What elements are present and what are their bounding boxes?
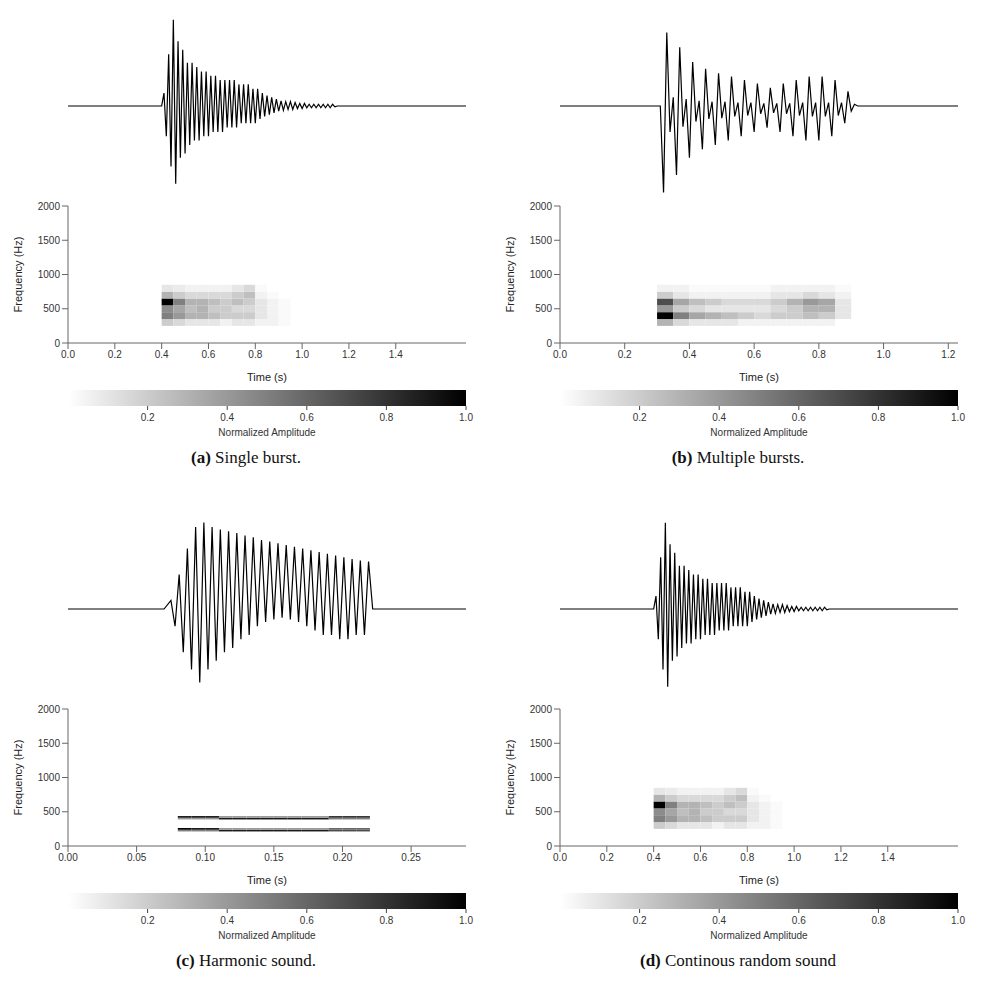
svg-text:0.2: 0.2 [141, 915, 155, 926]
svg-text:0.6: 0.6 [792, 412, 806, 423]
svg-text:1000: 1000 [530, 269, 553, 280]
svg-text:Normalized Amplitude: Normalized Amplitude [218, 427, 316, 438]
svg-text:Normalized Amplitude: Normalized Amplitude [218, 930, 316, 941]
svg-text:0.0: 0.0 [553, 349, 567, 360]
svg-text:0.05: 0.05 [127, 852, 147, 863]
svg-text:1500: 1500 [530, 235, 553, 246]
svg-text:0.0: 0.0 [553, 852, 567, 863]
svg-text:0.00: 0.00 [58, 852, 78, 863]
svg-text:1.2: 1.2 [342, 349, 356, 360]
svg-text:Normalized Amplitude: Normalized Amplitude [710, 427, 808, 438]
svg-text:2000: 2000 [38, 704, 61, 715]
svg-text:1000: 1000 [530, 772, 553, 783]
svg-text:0.6: 0.6 [202, 349, 216, 360]
svg-text:500: 500 [43, 303, 60, 314]
svg-text:0.8: 0.8 [871, 412, 885, 423]
svg-text:0.8: 0.8 [740, 852, 754, 863]
svg-text:1.0: 1.0 [787, 852, 801, 863]
svg-text:500: 500 [535, 303, 552, 314]
svg-text:0: 0 [546, 338, 552, 349]
svg-text:2000: 2000 [530, 201, 553, 212]
svg-text:1.0: 1.0 [951, 412, 965, 423]
svg-text:0.4: 0.4 [220, 412, 234, 423]
svg-text:0: 0 [546, 841, 552, 852]
svg-text:1.0: 1.0 [877, 349, 891, 360]
svg-text:0.0: 0.0 [61, 349, 75, 360]
svg-text:1.0: 1.0 [951, 915, 965, 926]
svg-text:0.20: 0.20 [333, 852, 353, 863]
svg-text:1.0: 1.0 [295, 349, 309, 360]
svg-text:0.6: 0.6 [300, 412, 314, 423]
html-text:(c) Harmonic sound.: (c) Harmonic sound. [175, 951, 317, 970]
svg-text:1500: 1500 [530, 738, 553, 749]
svg-text:0.8: 0.8 [812, 349, 826, 360]
svg-text:Time (s): Time (s) [247, 874, 287, 886]
svg-text:2000: 2000 [530, 704, 553, 715]
svg-text:1000: 1000 [38, 269, 61, 280]
html-text:(b) Multiple bursts.: (b) Multiple bursts. [671, 448, 805, 467]
svg-text:Frequency (Hz): Frequency (Hz) [504, 237, 516, 313]
svg-text:Time (s): Time (s) [247, 371, 287, 383]
svg-text:0.4: 0.4 [682, 349, 696, 360]
svg-text:2000: 2000 [38, 201, 61, 212]
svg-text:0.6: 0.6 [792, 915, 806, 926]
svg-text:0.6: 0.6 [747, 349, 761, 360]
svg-text:500: 500 [535, 806, 552, 817]
svg-text:1.2: 1.2 [941, 349, 955, 360]
svg-text:500: 500 [43, 806, 60, 817]
svg-text:1500: 1500 [38, 738, 61, 749]
svg-text:0.2: 0.2 [600, 852, 614, 863]
svg-text:Time (s): Time (s) [739, 874, 779, 886]
svg-text:1000: 1000 [38, 772, 61, 783]
svg-text:Normalized Amplitude: Normalized Amplitude [710, 930, 808, 941]
svg-text:0.2: 0.2 [633, 412, 647, 423]
html-text:(d) Continous random sound: (d) Continous random sound [640, 951, 836, 970]
svg-text:0.10: 0.10 [196, 852, 216, 863]
svg-text:1.4: 1.4 [881, 852, 895, 863]
svg-text:0.2: 0.2 [108, 349, 122, 360]
svg-text:0.2: 0.2 [618, 349, 632, 360]
svg-text:0.4: 0.4 [712, 915, 726, 926]
svg-text:Time (s): Time (s) [739, 371, 779, 383]
svg-text:1.0: 1.0 [459, 915, 473, 926]
svg-text:0.2: 0.2 [141, 412, 155, 423]
svg-text:1.2: 1.2 [834, 852, 848, 863]
svg-text:0.2: 0.2 [633, 915, 647, 926]
svg-text:0: 0 [54, 338, 60, 349]
svg-text:1500: 1500 [38, 235, 61, 246]
svg-text:0.15: 0.15 [264, 852, 284, 863]
svg-text:0.8: 0.8 [379, 412, 393, 423]
svg-text:0.8: 0.8 [379, 915, 393, 926]
svg-text:0.4: 0.4 [712, 412, 726, 423]
svg-text:0.8: 0.8 [248, 349, 262, 360]
svg-text:0: 0 [54, 841, 60, 852]
svg-text:Frequency (Hz): Frequency (Hz) [12, 237, 24, 313]
svg-text:Frequency (Hz): Frequency (Hz) [12, 740, 24, 816]
svg-text:0.4: 0.4 [647, 852, 661, 863]
svg-text:1.4: 1.4 [389, 349, 403, 360]
svg-text:Frequency (Hz): Frequency (Hz) [504, 740, 516, 816]
svg-text:0.6: 0.6 [300, 915, 314, 926]
svg-text:0.4: 0.4 [220, 915, 234, 926]
svg-text:0.8: 0.8 [871, 915, 885, 926]
svg-text:0.4: 0.4 [155, 349, 169, 360]
svg-text:1.0: 1.0 [459, 412, 473, 423]
html-text:(a) Single burst.: (a) Single burst. [191, 448, 301, 467]
svg-text:0.6: 0.6 [694, 852, 708, 863]
svg-text:0.25: 0.25 [401, 852, 421, 863]
